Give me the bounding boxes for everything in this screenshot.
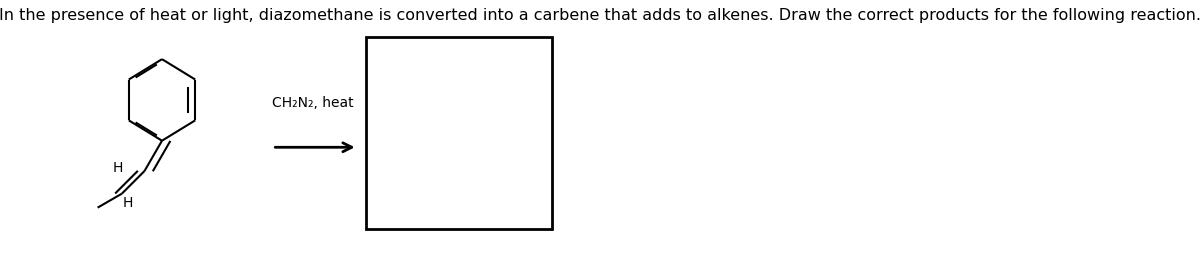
Text: CH₂N₂, heat: CH₂N₂, heat	[272, 97, 354, 110]
Text: In the presence of heat or light, diazomethane is converted into a carbene that : In the presence of heat or light, diazom…	[0, 8, 1200, 23]
Text: H: H	[122, 196, 133, 210]
Bar	[366, 37, 552, 229]
Text: H: H	[113, 161, 122, 175]
